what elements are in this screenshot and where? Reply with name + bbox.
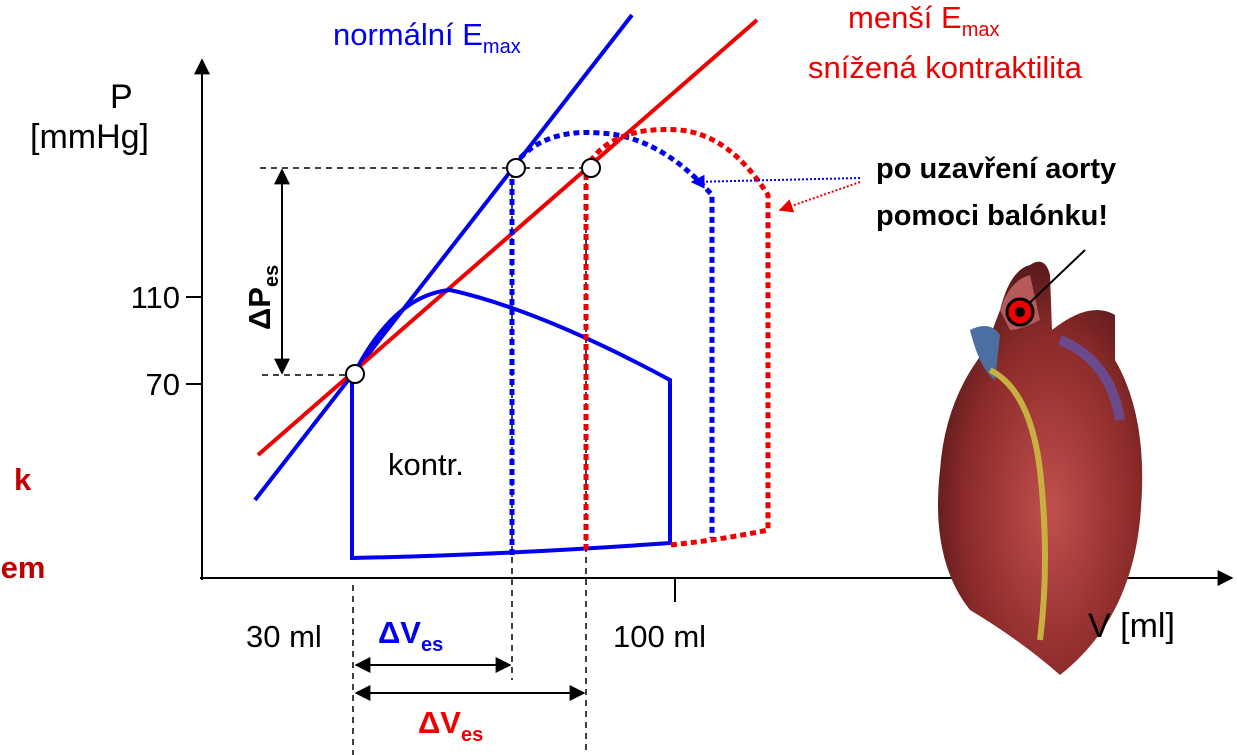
note-arrow-blue	[690, 174, 861, 189]
normal-emax-line	[253, 13, 634, 502]
left-fragment: jem	[0, 550, 45, 585]
guides	[260, 167, 590, 755]
pointer-line	[1019, 249, 1086, 313]
y-axis-symbol: P	[110, 78, 133, 116]
delta-p-label: ΔPes	[242, 265, 283, 330]
y-tick-label: 110	[131, 280, 180, 315]
note-line: pomoci balónku!	[876, 200, 1108, 232]
blue-dotted-loop	[509, 129, 715, 555]
x-tick-label: 100 ml	[613, 619, 706, 654]
x-axis-label: V [ml]	[1088, 607, 1175, 645]
delta-v-blue-label: ΔVes	[378, 615, 443, 656]
delta-v-red-label: ΔVes	[418, 705, 483, 746]
note-arrow-red	[778, 181, 861, 213]
loop-label: kontr.	[388, 447, 464, 482]
x-tick-label: 30 ml	[246, 619, 322, 654]
balloon-dot	[1015, 307, 1025, 317]
y-tick-label: 70	[146, 367, 180, 402]
reduced-label: menší Emax	[848, 0, 1000, 41]
note-line: po uzavření aorty	[876, 153, 1116, 185]
reduced-emax-line	[256, 18, 759, 457]
normal-label: normální Emax	[333, 17, 521, 58]
blue-loop	[350, 287, 672, 561]
red-dotted-loop	[583, 126, 771, 550]
y-axis-unit: [mmHg]	[30, 118, 149, 156]
points	[345, 158, 601, 384]
left-fragment: k	[14, 462, 32, 497]
reduced-label-2: snížená kontraktilita	[808, 50, 1083, 85]
